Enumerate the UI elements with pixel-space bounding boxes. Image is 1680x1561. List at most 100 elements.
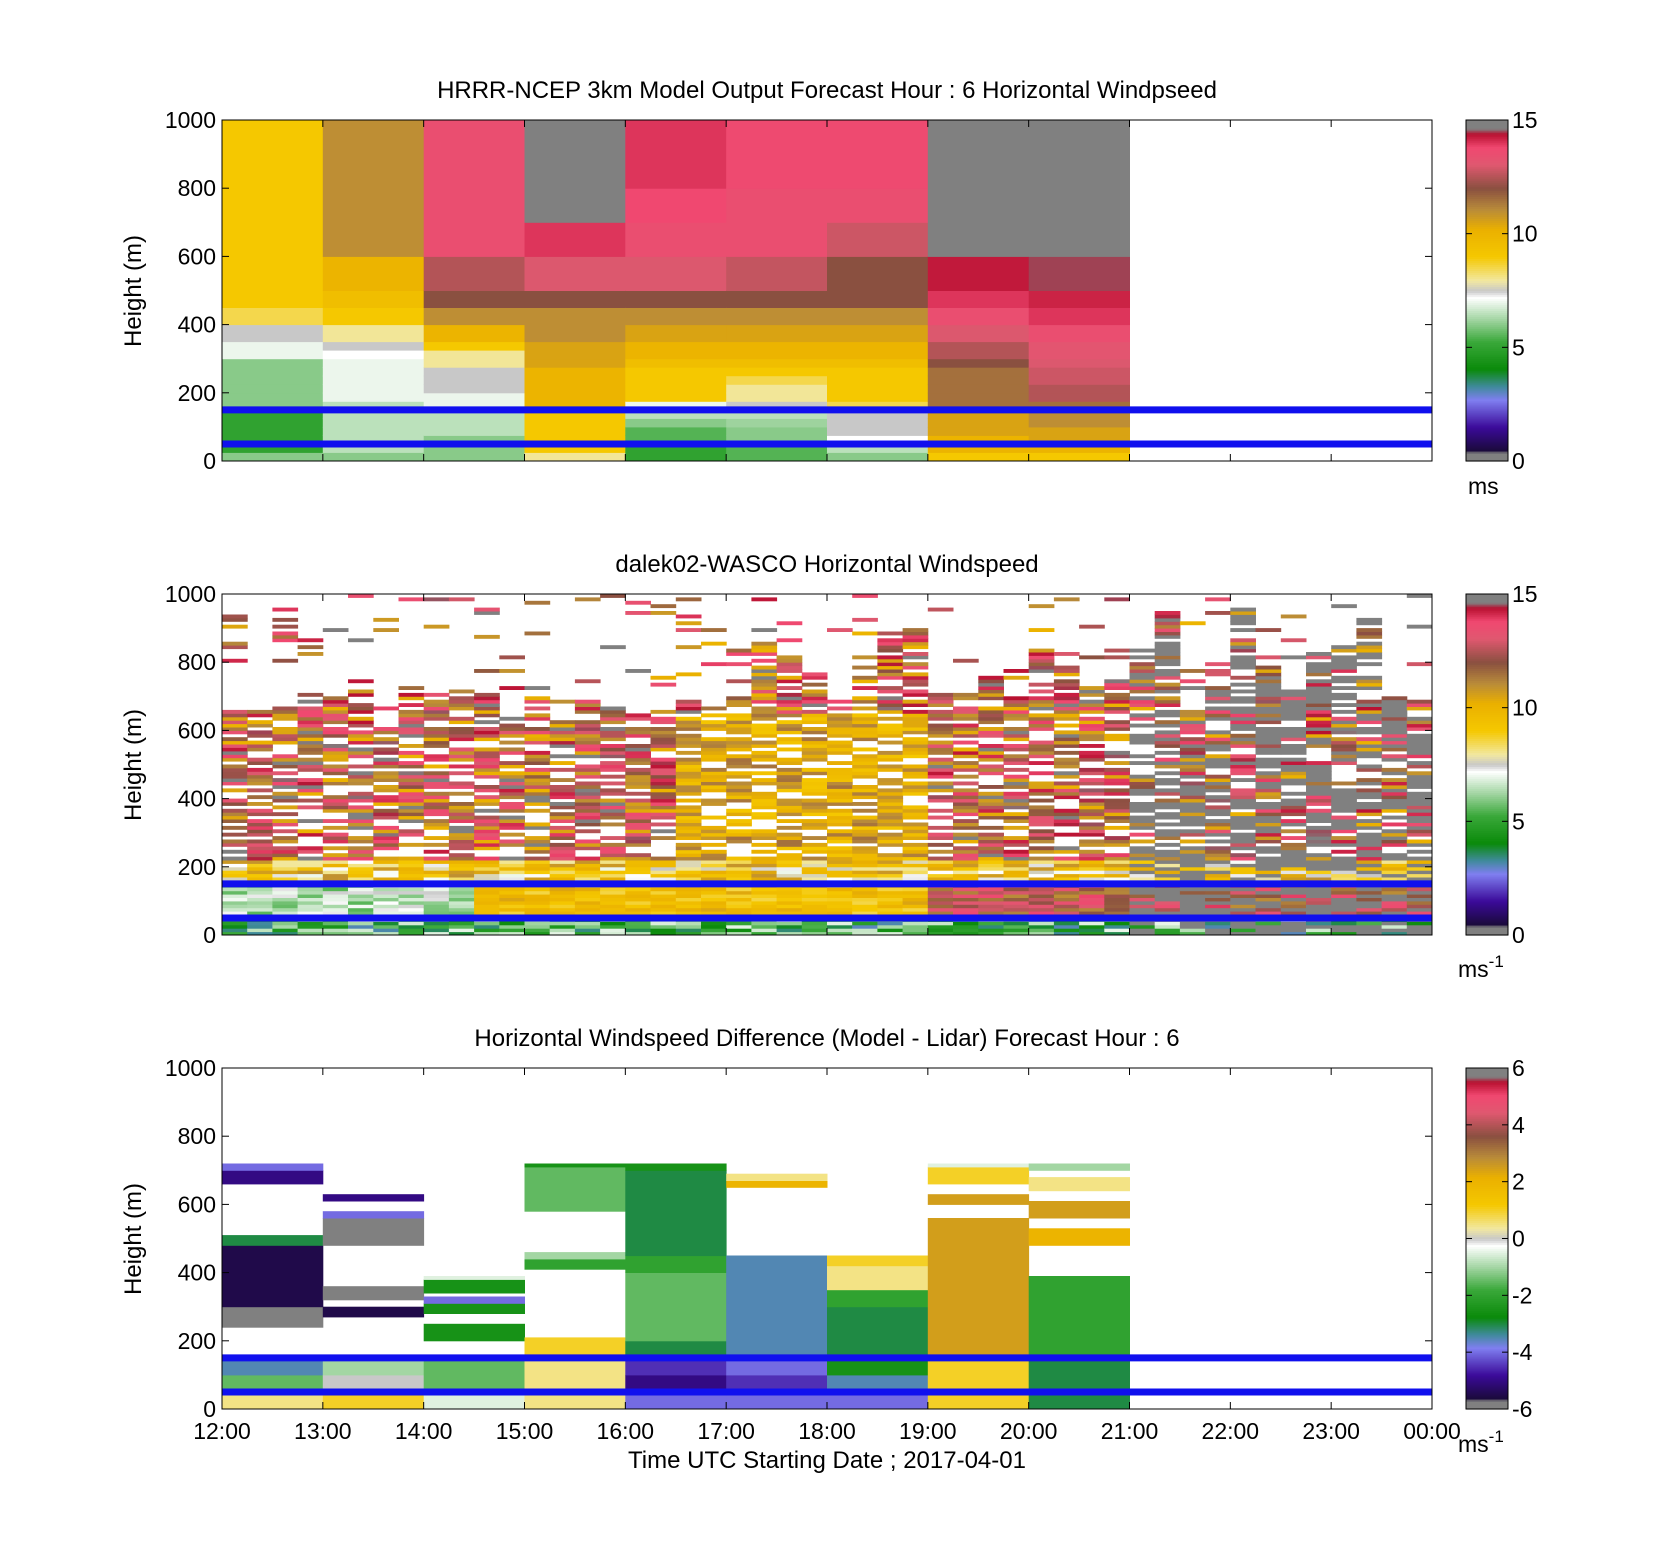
heatmap-cell: [927, 849, 954, 854]
heatmap-cell: [776, 679, 803, 684]
heatmap-cell: [751, 877, 778, 881]
heatmap-cell: [423, 778, 450, 782]
heatmap-cell: [877, 686, 904, 690]
heatmap-cell: [1356, 655, 1383, 660]
heatmap-cell: [1280, 733, 1307, 738]
heatmap-cell: [1079, 655, 1105, 660]
heatmap-cell: [1028, 696, 1055, 701]
heatmap-cell: [1205, 747, 1231, 752]
heatmap-cell: [625, 384, 727, 394]
heatmap-cell: [222, 873, 248, 878]
colorbar-swatch: [1466, 234, 1508, 237]
colorbar-swatch: [1466, 424, 1508, 428]
heatmap-cell: [1230, 607, 1256, 612]
heatmap-cell: [1053, 774, 1080, 779]
heatmap-cell: [751, 669, 778, 673]
heatmap-cell: [1255, 849, 1282, 854]
heatmap-cell: [701, 713, 727, 718]
heatmap-cell: [423, 825, 450, 830]
heatmap-cell: [751, 904, 778, 909]
heatmap-cell: [1356, 846, 1383, 851]
heatmap-cell: [1104, 842, 1130, 847]
heatmap-cell: [348, 836, 374, 840]
heatmap-cell: [827, 452, 929, 461]
heatmap-cell: [877, 778, 904, 782]
colorbar-tick-label: 5: [1512, 334, 1525, 360]
heatmap-cell: [600, 863, 626, 868]
heatmap-cell: [1280, 791, 1307, 796]
colorbar-swatch: [1466, 788, 1508, 792]
heatmap-cell: [1104, 706, 1130, 711]
heatmap-cell: [499, 750, 525, 755]
heatmap-cell: [701, 798, 727, 803]
heatmap-cell: [650, 785, 677, 789]
heatmap-cell: [701, 911, 727, 915]
heatmap-cell: [398, 860, 425, 864]
heatmap-cell: [1205, 761, 1231, 765]
heatmap-cell: [448, 703, 475, 707]
colorbar-swatch: [1466, 192, 1508, 195]
colorbar-swatch: [1466, 1136, 1508, 1139]
heatmap-cell: [1154, 655, 1181, 660]
heatmap-cell: [1406, 733, 1432, 738]
heatmap-cell: [600, 706, 626, 711]
heatmap-cell: [751, 829, 778, 834]
heatmap-cell: [1053, 781, 1080, 786]
heatmap-cell: [600, 747, 626, 752]
heatmap-cell: [574, 733, 601, 738]
colorbar-swatch: [1466, 1076, 1508, 1079]
colorbar-swatch: [1466, 160, 1508, 163]
heatmap-cell: [902, 924, 929, 929]
heatmap-cell: [726, 392, 828, 402]
heatmap-cell: [1306, 795, 1332, 800]
heatmap-cell: [1306, 870, 1332, 875]
heatmap-cell: [448, 730, 475, 735]
heatmap-cell: [852, 904, 878, 909]
heatmap-cell: [600, 887, 626, 892]
heatmap-cell: [222, 894, 248, 898]
heatmap-cell: [1306, 900, 1332, 905]
heatmap-cell: [1003, 894, 1030, 898]
colorbar-swatch: [1466, 826, 1508, 830]
colorbar-swatch: [1466, 830, 1508, 834]
heatmap-cell: [222, 815, 248, 820]
heatmap-cell: [726, 409, 828, 419]
heatmap-cell: [675, 849, 702, 854]
heatmap-cell: [222, 788, 248, 793]
heatmap-cell: [474, 747, 500, 752]
heatmap-cell: [751, 658, 778, 663]
colorbar-swatch: [1466, 308, 1508, 312]
heatmap-cell: [1306, 662, 1332, 667]
heatmap-cell: [1104, 679, 1130, 684]
heatmap-cell: [524, 358, 626, 368]
heatmap-cell: [398, 709, 425, 714]
heatmap-cell: [1104, 928, 1130, 933]
heatmap-cell: [1255, 815, 1282, 820]
heatmap-cell: [549, 778, 576, 782]
heatmap-cell: [1306, 866, 1332, 871]
heatmap-cell: [701, 757, 727, 762]
heatmap-cell: [322, 832, 349, 837]
heatmap-cell: [776, 870, 803, 875]
heatmap-cell: [524, 754, 551, 759]
heatmap-cell: [1028, 870, 1055, 875]
heatmap-cell: [701, 727, 727, 731]
colorbar-swatch: [1466, 1372, 1508, 1376]
heatmap-cell: [297, 791, 324, 796]
heatmap-cell: [1381, 720, 1408, 725]
heatmap-cell: [1154, 812, 1181, 817]
colorbar-swatch: [1466, 620, 1508, 623]
heatmap-cell: [1230, 894, 1256, 898]
heatmap-cell: [751, 897, 778, 902]
heatmap-cell: [1280, 764, 1307, 769]
heatmap-cell: [927, 924, 954, 929]
heatmap-cell: [1331, 808, 1357, 813]
heatmap-cell: [1154, 621, 1181, 626]
heatmap-cell: [1306, 808, 1332, 813]
heatmap-cell: [549, 924, 576, 929]
heatmap-cell: [1129, 873, 1156, 878]
heatmap-cell: [902, 703, 929, 707]
y-tick-label: 200: [178, 1328, 216, 1354]
heatmap-cell: [625, 842, 651, 847]
